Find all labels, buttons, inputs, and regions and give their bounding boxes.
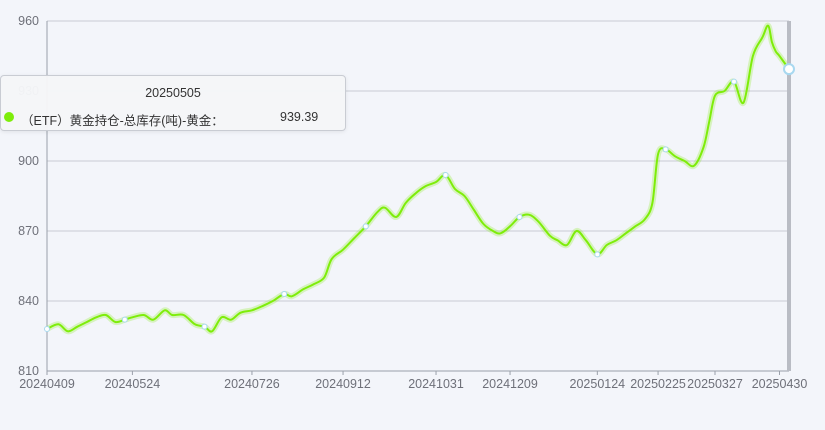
x-tick-label: 20250124 [570,377,626,391]
tooltip-series-name: （ETF）黄金持仓-总库存(吨)-黄金： [21,114,224,128]
x-tick-label: 20241209 [482,377,538,391]
x-tick-label: 20240912 [315,377,371,391]
tick-labels: 9609309008708408102024040920240524202407… [18,14,807,391]
tooltip-value: 939.39 [280,110,319,124]
x-tick-label: 20240409 [19,377,75,391]
data-point [730,78,737,85]
x-tick-label: 20250327 [687,377,743,391]
data-point [201,323,208,330]
x-tick-label: 20250430 [752,377,808,391]
data-point [442,172,449,178]
series-line-glow [45,22,792,335]
y-tick-label: 810 [18,364,39,378]
hover-cursor [783,21,795,371]
tooltip-date: 20250505 [145,86,201,100]
y-tick-label: 870 [18,224,39,238]
hover-point [783,63,795,76]
data-point [516,214,523,220]
series-line [46,24,790,333]
x-tick-label: 20240726 [224,377,280,391]
x-tick-label: 20240524 [105,377,161,391]
data-point [594,251,601,258]
tooltip-series-marker [4,112,14,122]
data-point [121,316,128,323]
y-tick-label: 960 [18,14,39,28]
data-point [281,291,288,297]
y-tick-label: 840 [18,294,39,308]
tooltip: 20250505 （ETF）黄金持仓-总库存(吨)-黄金： 939.39 [0,75,346,131]
data-point [662,146,669,153]
cursor-bar [787,21,791,371]
x-tick-label: 20250225 [630,377,686,391]
data-point [362,223,369,230]
data-point [44,326,50,332]
y-tick-label: 900 [18,154,39,168]
x-tick-label: 20241031 [408,377,464,391]
series-lines [44,22,792,335]
